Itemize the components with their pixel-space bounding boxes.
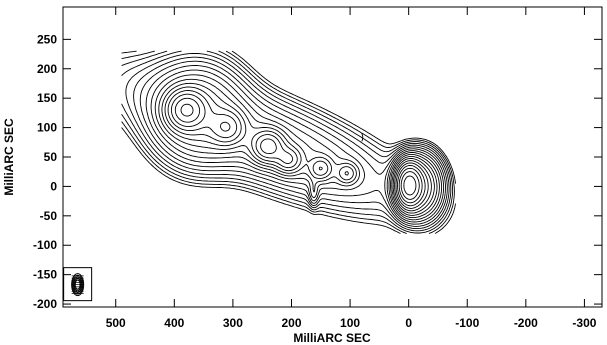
contour-level xyxy=(161,82,435,214)
x-tick-label: -200 xyxy=(514,316,538,330)
y-tick-label: 250 xyxy=(37,32,57,46)
contour-layer xyxy=(121,50,456,234)
contour-level xyxy=(139,60,446,225)
contour-level xyxy=(121,50,454,234)
y-tick-label: 50 xyxy=(44,150,58,164)
axis-ticks: 500 400 300 200 100 0 -100 -200 -300250200150100… xyxy=(33,7,602,330)
y-tick-label: 0 xyxy=(50,179,57,193)
x-tick-label: 100 xyxy=(340,316,360,330)
contour-level xyxy=(174,97,423,204)
y-tick-label: 150 xyxy=(37,91,57,105)
contour-level xyxy=(133,56,448,227)
x-tick-label: 400 xyxy=(164,316,184,330)
contour-level xyxy=(170,93,426,207)
y-tick-label: 200 xyxy=(37,62,57,76)
x-tick-label: 500 xyxy=(106,316,126,330)
y-tick-label: 100 xyxy=(37,121,57,135)
contour-level xyxy=(403,175,417,196)
beam-layer xyxy=(63,267,93,302)
contour-level xyxy=(121,50,452,232)
contour-level xyxy=(121,50,456,234)
contour-level xyxy=(167,90,429,209)
contour-level xyxy=(158,78,438,216)
y-axis-title: MilliARC SEC xyxy=(2,118,16,196)
y-tick-label: -150 xyxy=(33,268,57,282)
y-tick-label: -200 xyxy=(33,297,57,311)
contour-level xyxy=(180,103,420,200)
y-tick-label: -50 xyxy=(40,209,58,223)
x-tick-label: 300 xyxy=(223,316,243,330)
beam-box xyxy=(63,267,93,302)
x-tick-label: 200 xyxy=(281,316,301,330)
contour-level xyxy=(164,86,432,212)
contour-level xyxy=(150,69,443,221)
contour-level xyxy=(121,50,455,234)
isolated-contour xyxy=(361,133,364,142)
contour-level xyxy=(125,52,450,230)
x-tick-label: 0 xyxy=(405,316,412,330)
contour-level xyxy=(154,74,440,219)
x-tick-label: -300 xyxy=(572,316,596,330)
contour-level xyxy=(145,65,445,223)
y-tick-label: -100 xyxy=(33,238,57,252)
x-axis-title: MilliARC SEC xyxy=(293,331,371,345)
x-tick-label: -100 xyxy=(455,316,479,330)
